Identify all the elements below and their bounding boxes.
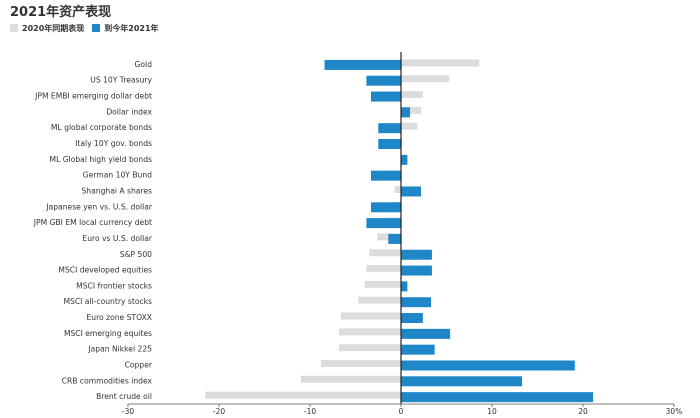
category-label: JPM EMBI emerging dollar debt — [34, 92, 152, 101]
bar-2020 — [401, 106, 422, 114]
category-label: Gold — [135, 60, 153, 69]
bar-2021 — [370, 91, 401, 102]
legend: 2020年同期表现 到今年2021年 — [10, 22, 167, 34]
category-label: Brent crude oil — [96, 392, 152, 401]
category-label: Copper — [125, 360, 153, 369]
bar-2021 — [366, 218, 401, 229]
chart-title: 2021年资产表现 — [10, 5, 112, 20]
bar-2021 — [401, 328, 451, 339]
bar-2021 — [401, 249, 432, 260]
bar-2021 — [401, 344, 435, 355]
bar-2021 — [401, 360, 575, 371]
x-tick-label: -10 — [304, 407, 316, 416]
bar-2020 — [358, 296, 401, 304]
legend-swatch-2020 — [10, 24, 18, 32]
category-label: MSCI frontier stocks — [76, 281, 152, 290]
bar-2020 — [401, 122, 418, 130]
bar-2020 — [401, 91, 423, 99]
bar-2020 — [401, 59, 480, 67]
bar-2020 — [339, 328, 401, 336]
bar-2021 — [378, 123, 401, 134]
bar-2021 — [370, 170, 401, 181]
category-label: MSCI emerging equites — [64, 329, 152, 338]
bar-2021 — [401, 392, 594, 403]
category-label: Euro zone STOXX — [86, 313, 152, 322]
category-label: Shanghai A shares — [81, 186, 152, 195]
bar-2021 — [401, 107, 411, 118]
bar-2021 — [401, 186, 422, 197]
bar-2020 — [205, 391, 401, 399]
bar-2021 — [401, 281, 408, 292]
category-label: JPM GBI EM local currency debt — [33, 218, 152, 227]
bar-2021 — [366, 75, 401, 86]
category-label: ML global corporate bonds — [51, 123, 152, 132]
category-label: ML Global high yield bonds — [50, 155, 153, 164]
bar-2020 — [369, 249, 401, 257]
category-label: Euro vs U.S. dollar — [82, 234, 152, 243]
x-tick-label: 0 — [399, 407, 404, 416]
bar-2020 — [394, 185, 401, 193]
bar-2021 — [401, 154, 408, 165]
bar-2020 — [300, 375, 401, 383]
x-tick-label: -30 — [122, 407, 134, 416]
x-tick-label: 20 — [578, 407, 588, 416]
bar-2020 — [340, 312, 401, 320]
bar-2021 — [401, 265, 432, 276]
category-label: Italy 10Y gov. bonds — [75, 139, 152, 148]
legend-label-2020: 2020年同期表现 — [22, 23, 85, 33]
bar-2021 — [370, 202, 401, 213]
x-tick-label: -20 — [213, 407, 225, 416]
category-label: MSCI all-country stocks — [63, 297, 152, 306]
legend-item-2020: 2020年同期表现 — [10, 23, 84, 34]
category-label: German 10Y Bund — [83, 171, 152, 180]
bar-2021 — [401, 297, 432, 308]
x-tick-label: 30% — [666, 407, 683, 416]
bar-2021 — [324, 59, 401, 70]
legend-swatch-2021 — [92, 24, 101, 32]
legend-label-2021: 到今年2021年 — [104, 23, 159, 33]
bar-2020 — [339, 344, 401, 352]
bar-2021 — [378, 139, 401, 150]
bar-2020 — [320, 359, 401, 367]
bar-2020 — [401, 75, 450, 83]
category-label: Japanese yen vs. U.S. dollar — [45, 202, 153, 211]
category-label: US 10Y Treasury — [90, 76, 152, 85]
category-label: MSCI developed equities — [58, 266, 152, 275]
category-label: S&P 500 — [120, 250, 152, 259]
category-label: Dollar index — [106, 107, 152, 116]
bar-2021 — [388, 233, 401, 244]
bar-2021 — [401, 313, 423, 324]
category-label: CRB commodities index — [62, 376, 153, 385]
legend-item-2021: 到今年2021年 — [92, 23, 159, 34]
bar-2021 — [401, 376, 523, 387]
category-label: Japan Nikkei 225 — [87, 345, 152, 354]
bar-2020 — [364, 280, 401, 288]
x-tick-label: 10 — [487, 407, 497, 416]
bar-2020 — [366, 265, 401, 273]
